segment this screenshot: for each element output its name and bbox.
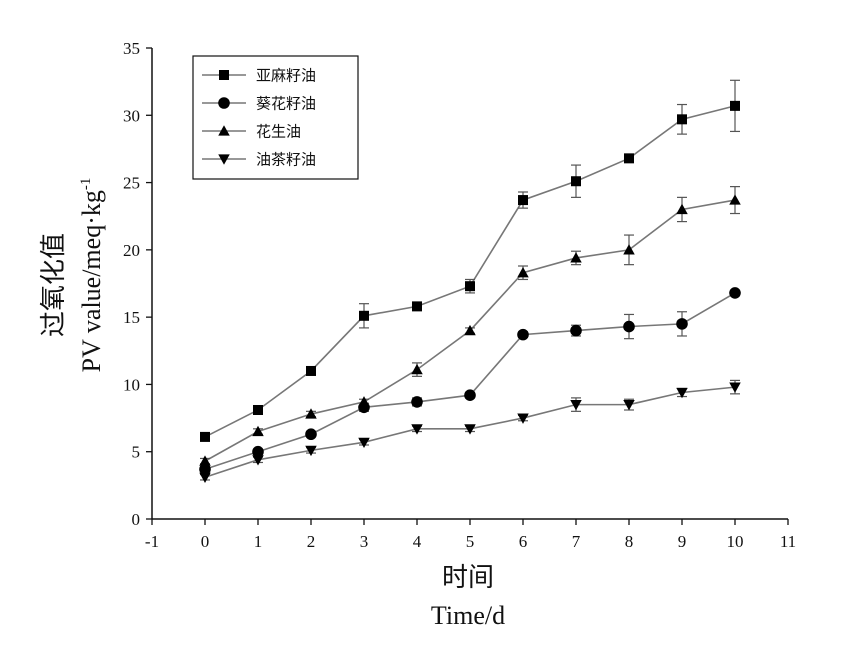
data-point: [570, 324, 582, 337]
data-point: [517, 328, 529, 341]
data-point: [252, 425, 264, 437]
y-tick-label: 35: [123, 39, 140, 58]
data-point: [571, 176, 581, 187]
legend-marker: [218, 125, 230, 136]
data-point: [623, 244, 635, 255]
data-point: [623, 400, 635, 411]
data-point: [305, 445, 317, 457]
series-line: [204, 292, 736, 470]
data-point: [677, 114, 687, 125]
data-point: [623, 320, 635, 333]
y-tick-label: 25: [123, 174, 140, 193]
x-tick-label: -1: [145, 532, 159, 551]
legend-label: 油茶籽油: [256, 151, 316, 169]
data-point: [570, 252, 582, 263]
data-point: [200, 431, 210, 442]
data-point: [253, 404, 263, 415]
y-tick-label: 5: [132, 443, 141, 462]
legend-label: 花生油: [256, 123, 301, 141]
y-tick-label: 10: [123, 375, 140, 394]
legend-item: 亚麻籽油: [202, 67, 316, 85]
x-tick-label: 0: [201, 532, 210, 551]
y-axis-title-en-superscript: -1: [78, 178, 94, 191]
legend-item: 油茶籽油: [202, 151, 316, 169]
data-point: [570, 400, 582, 411]
series-4: [199, 379, 741, 484]
data-point: [411, 363, 423, 375]
x-tick-label: 6: [519, 532, 528, 551]
data-point: [464, 324, 476, 336]
legend-item: 花生油: [202, 123, 301, 141]
x-tick-label: 11: [780, 532, 796, 551]
y-tick-label: 15: [123, 308, 140, 327]
y-tick-label: 20: [123, 241, 140, 260]
data-point: [729, 382, 741, 393]
data-point: [199, 455, 211, 466]
data-point: [517, 413, 529, 424]
x-tick-label: 5: [466, 532, 475, 551]
y-axis-title-zh: 过氧化值: [39, 233, 68, 337]
legend-label: 亚麻籽油: [256, 67, 316, 85]
data-point: [358, 437, 370, 449]
y-tick-label: 30: [123, 106, 140, 125]
x-tick-label: 7: [572, 532, 581, 551]
data-point: [199, 463, 211, 476]
series-2: [199, 287, 741, 476]
data-point: [305, 428, 317, 441]
series-3: [199, 186, 741, 466]
y-axis-title-en: PV value/meq·kg-1: [77, 178, 106, 373]
legend-marker: [219, 70, 229, 80]
data-point: [252, 445, 264, 458]
data-point: [729, 194, 741, 205]
data-point: [676, 387, 688, 399]
y-axis-title-en-main: PV value/meq·kg: [77, 190, 106, 372]
data-point: [358, 396, 370, 407]
x-axis-title-zh: 时间: [442, 563, 494, 592]
x-tick-label: 10: [727, 532, 744, 551]
data-point: [624, 153, 634, 164]
x-tick-label: 8: [625, 532, 634, 551]
data-point: [411, 396, 423, 408]
series-layer: [199, 79, 741, 484]
data-point: [465, 281, 475, 292]
data-point: [305, 408, 317, 419]
data-point: [729, 287, 741, 299]
x-tick-label: 3: [360, 532, 369, 551]
y-axis-ticks: 0 5 10 15 20 25 30 35: [123, 39, 152, 529]
data-point: [464, 424, 476, 435]
data-point: [676, 203, 688, 215]
data-point: [411, 424, 423, 435]
x-tick-label: 2: [307, 532, 316, 551]
x-tick-label: 4: [413, 532, 422, 551]
data-point: [199, 472, 211, 484]
data-point: [517, 266, 529, 278]
x-axis-ticks: -1 0 1 2 3 4 5 6 7 8 9 10 11: [145, 519, 796, 551]
x-tick-label: 9: [678, 532, 687, 551]
data-point: [676, 318, 688, 330]
y-tick-label: 0: [132, 510, 141, 529]
y-axis-title: 过氧化值 PV value/meq·kg-1: [39, 178, 106, 373]
legend-label: 葵花籽油: [256, 95, 316, 113]
legend-marker: [218, 154, 230, 165]
series-1: [200, 79, 740, 442]
data-point: [518, 195, 528, 206]
x-axis-title: 时间 Time/d: [431, 563, 505, 630]
x-tick-label: 1: [254, 532, 263, 551]
data-point: [359, 310, 369, 321]
legend-item: 葵花籽油: [202, 95, 316, 113]
data-point: [306, 365, 316, 376]
x-axis-title-en: Time/d: [431, 601, 505, 630]
data-point: [464, 389, 476, 401]
data-point: [412, 301, 422, 312]
data-point: [730, 100, 740, 111]
legend-marker: [218, 97, 230, 109]
data-point: [252, 455, 264, 466]
